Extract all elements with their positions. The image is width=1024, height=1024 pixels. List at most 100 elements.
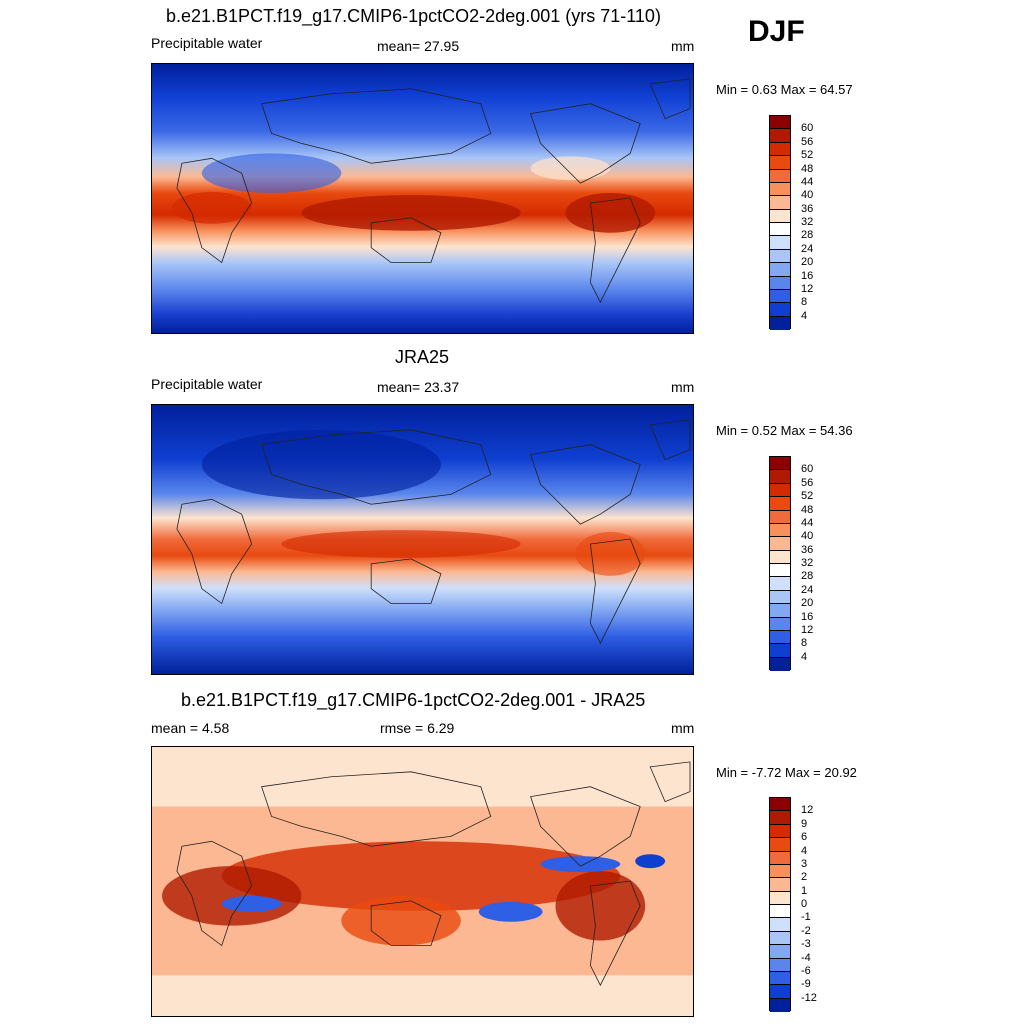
panel-1-colorbar	[769, 115, 791, 330]
colorbar-label: 9	[801, 817, 808, 830]
colorbar-label: -3	[801, 938, 811, 951]
colorbar-label: 48	[801, 503, 814, 516]
colorbar-segment	[770, 958, 790, 972]
panel-2-title: JRA25	[395, 347, 450, 367]
colorbar-label: 16	[801, 610, 814, 623]
colorbar-label: 56	[801, 135, 814, 148]
colorbar-segment	[770, 523, 790, 538]
colorbar-label: 32	[801, 557, 814, 569]
colorbar-segment	[770, 630, 790, 645]
colorbar-segment	[770, 209, 790, 223]
panel-2-units: mm	[671, 379, 695, 395]
colorbar-label: 2	[801, 871, 808, 884]
panel-1-title: b.e21.B1PCT.f19_g17.CMIP6-1pctCO2-2deg.0…	[166, 6, 661, 26]
colorbar-label: 12	[801, 623, 814, 636]
colorbar-label: -6	[801, 964, 811, 977]
colorbar-label: 1	[801, 884, 808, 897]
colorbar-label: 60	[801, 122, 814, 135]
colorbar-segment	[770, 878, 790, 892]
colorbar-label: 4	[801, 844, 808, 857]
colorbar-segment	[770, 838, 790, 852]
colorbar-segment	[770, 798, 790, 812]
colorbar-segment	[770, 851, 790, 865]
colorbar-segment	[770, 864, 790, 879]
colorbar-segment	[770, 457, 790, 471]
colorbar-segment	[770, 129, 790, 143]
colorbar-label: 40	[801, 530, 814, 543]
colorbar-label: 12	[801, 804, 814, 817]
panel-2-map	[151, 404, 694, 675]
colorbar-segment	[770, 156, 790, 170]
colorbar-segment	[770, 289, 790, 304]
colorbar-label: -9	[801, 978, 811, 991]
colorbar-label: 8	[801, 637, 808, 650]
colorbar-segment	[770, 182, 790, 197]
colorbar-segment	[770, 811, 790, 825]
panel-3-units: mm	[671, 720, 695, 736]
colorbar-segment	[770, 470, 790, 484]
colorbar-segment	[770, 590, 790, 605]
colorbar-segment	[770, 236, 790, 250]
colorbar-segment	[770, 657, 790, 671]
colorbar-label: 12	[801, 282, 814, 295]
colorbar-segment	[770, 483, 790, 498]
panel-3-map	[151, 746, 694, 1017]
colorbar-label: 20	[801, 256, 814, 269]
colorbar-segment	[770, 824, 790, 839]
colorbar-segment	[770, 510, 790, 524]
colorbar-segment	[770, 564, 790, 578]
colorbar-segment	[770, 577, 790, 591]
panel-3-title: b.e21.B1PCT.f19_g17.CMIP6-1pctCO2-2deg.0…	[181, 690, 646, 710]
colorbar-segment	[770, 537, 790, 551]
season-label: DJF	[748, 15, 805, 48]
panel-3-mean-label: mean = 4.58	[151, 720, 230, 736]
colorbar-label: 8	[801, 296, 808, 309]
colorbar-label: -12	[801, 991, 817, 1004]
colorbar-segment	[770, 945, 790, 959]
colorbar-label: 3	[801, 857, 808, 870]
colorbar-segment	[770, 985, 790, 999]
colorbar-label: 40	[801, 189, 814, 202]
colorbar-label: 4	[801, 650, 808, 663]
colorbar-label: 28	[801, 229, 814, 242]
colorbar-label: 36	[801, 202, 814, 215]
colorbar-segment	[770, 263, 790, 277]
colorbar-segment	[770, 918, 790, 932]
panel-1-map	[151, 63, 694, 334]
colorbar-segment	[770, 276, 790, 290]
colorbar-segment	[770, 550, 790, 564]
panel-2-colorbar	[769, 456, 791, 671]
panel-2-mean-label: mean= 23.37	[377, 379, 460, 395]
colorbar-segment	[770, 931, 790, 946]
colorbar-label: 4	[801, 309, 808, 322]
colorbar-segment	[770, 249, 790, 264]
colorbar-segment	[770, 497, 790, 511]
panel-1-mean-label: mean= 27.95	[377, 38, 460, 54]
panel-3-colorbar	[769, 797, 791, 1012]
colorbar-segment	[770, 644, 790, 658]
colorbar-label: 0	[801, 898, 808, 910]
colorbar-segment	[770, 223, 790, 237]
panel-1-units: mm	[671, 38, 695, 54]
colorbar-segment	[770, 905, 790, 919]
colorbar-segment	[770, 303, 790, 317]
panel-1-minmax: Min = 0.63 Max = 64.57	[716, 82, 853, 97]
colorbar-label: 6	[801, 831, 808, 844]
colorbar-label: -1	[801, 911, 811, 924]
panel-3-minmax: Min = -7.72 Max = 20.92	[716, 765, 857, 780]
colorbar-segment	[770, 604, 790, 618]
panel-1-variable-label: Precipitable water	[151, 35, 263, 51]
colorbar-label: 48	[801, 162, 814, 175]
colorbar-label: 16	[801, 269, 814, 282]
colorbar-segment	[770, 316, 790, 330]
colorbar-label: 24	[801, 583, 814, 596]
colorbar-segment	[770, 998, 790, 1012]
colorbar-segment	[770, 971, 790, 986]
panel-2-minmax: Min = 0.52 Max = 54.36	[716, 423, 853, 438]
colorbar-segment	[770, 196, 790, 210]
colorbar-label: 24	[801, 242, 814, 255]
colorbar-label: 60	[801, 463, 814, 476]
colorbar-segment	[770, 891, 790, 905]
colorbar-segment	[770, 116, 790, 130]
colorbar-label: 20	[801, 597, 814, 610]
